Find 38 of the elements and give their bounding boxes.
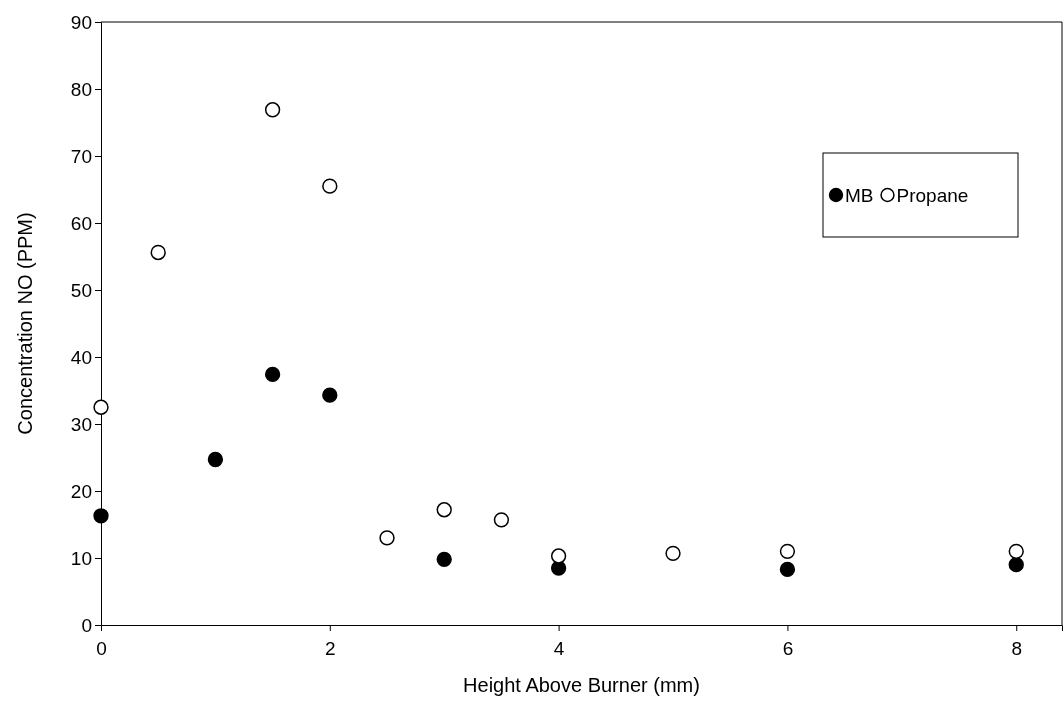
point xyxy=(550,548,567,564)
y-tick-label: 10 xyxy=(70,547,92,569)
point xyxy=(264,102,281,118)
y-tick-label: 60 xyxy=(70,212,92,234)
point xyxy=(93,508,109,524)
point xyxy=(493,512,510,528)
x-axis-title: Height Above Burner (mm) xyxy=(463,674,700,696)
y-axis-title: Concentration NO (PPM) xyxy=(14,212,36,435)
point xyxy=(1008,557,1024,573)
x-tick-label: 0 xyxy=(96,637,107,659)
point xyxy=(207,451,224,468)
point xyxy=(322,178,338,194)
x-tick-label: 8 xyxy=(1011,637,1023,659)
point xyxy=(1008,543,1024,559)
point xyxy=(379,530,395,546)
legend-label: MB xyxy=(845,185,874,206)
point xyxy=(779,561,796,578)
y-tick-label: 70 xyxy=(70,145,92,167)
point xyxy=(264,366,281,383)
point xyxy=(150,244,166,261)
point xyxy=(436,502,452,518)
point xyxy=(93,399,109,415)
x-tick-label: 4 xyxy=(553,637,565,659)
y-tick-label: 20 xyxy=(70,480,92,502)
point xyxy=(322,387,338,403)
x-tick-label: 6 xyxy=(782,637,794,659)
y-tick-label: 50 xyxy=(70,279,92,301)
y-tick-label: 30 xyxy=(70,413,92,435)
y-tick-label: 80 xyxy=(70,78,92,100)
x-tick-label: 2 xyxy=(325,637,336,659)
legend-label: Propane xyxy=(896,185,969,206)
point xyxy=(665,545,681,561)
point xyxy=(550,560,567,576)
point xyxy=(436,551,452,567)
point xyxy=(779,543,796,559)
y-tick-label: 0 xyxy=(81,614,92,636)
y-tick-label: 90 xyxy=(70,11,92,33)
y-tick-label: 40 xyxy=(70,346,92,368)
